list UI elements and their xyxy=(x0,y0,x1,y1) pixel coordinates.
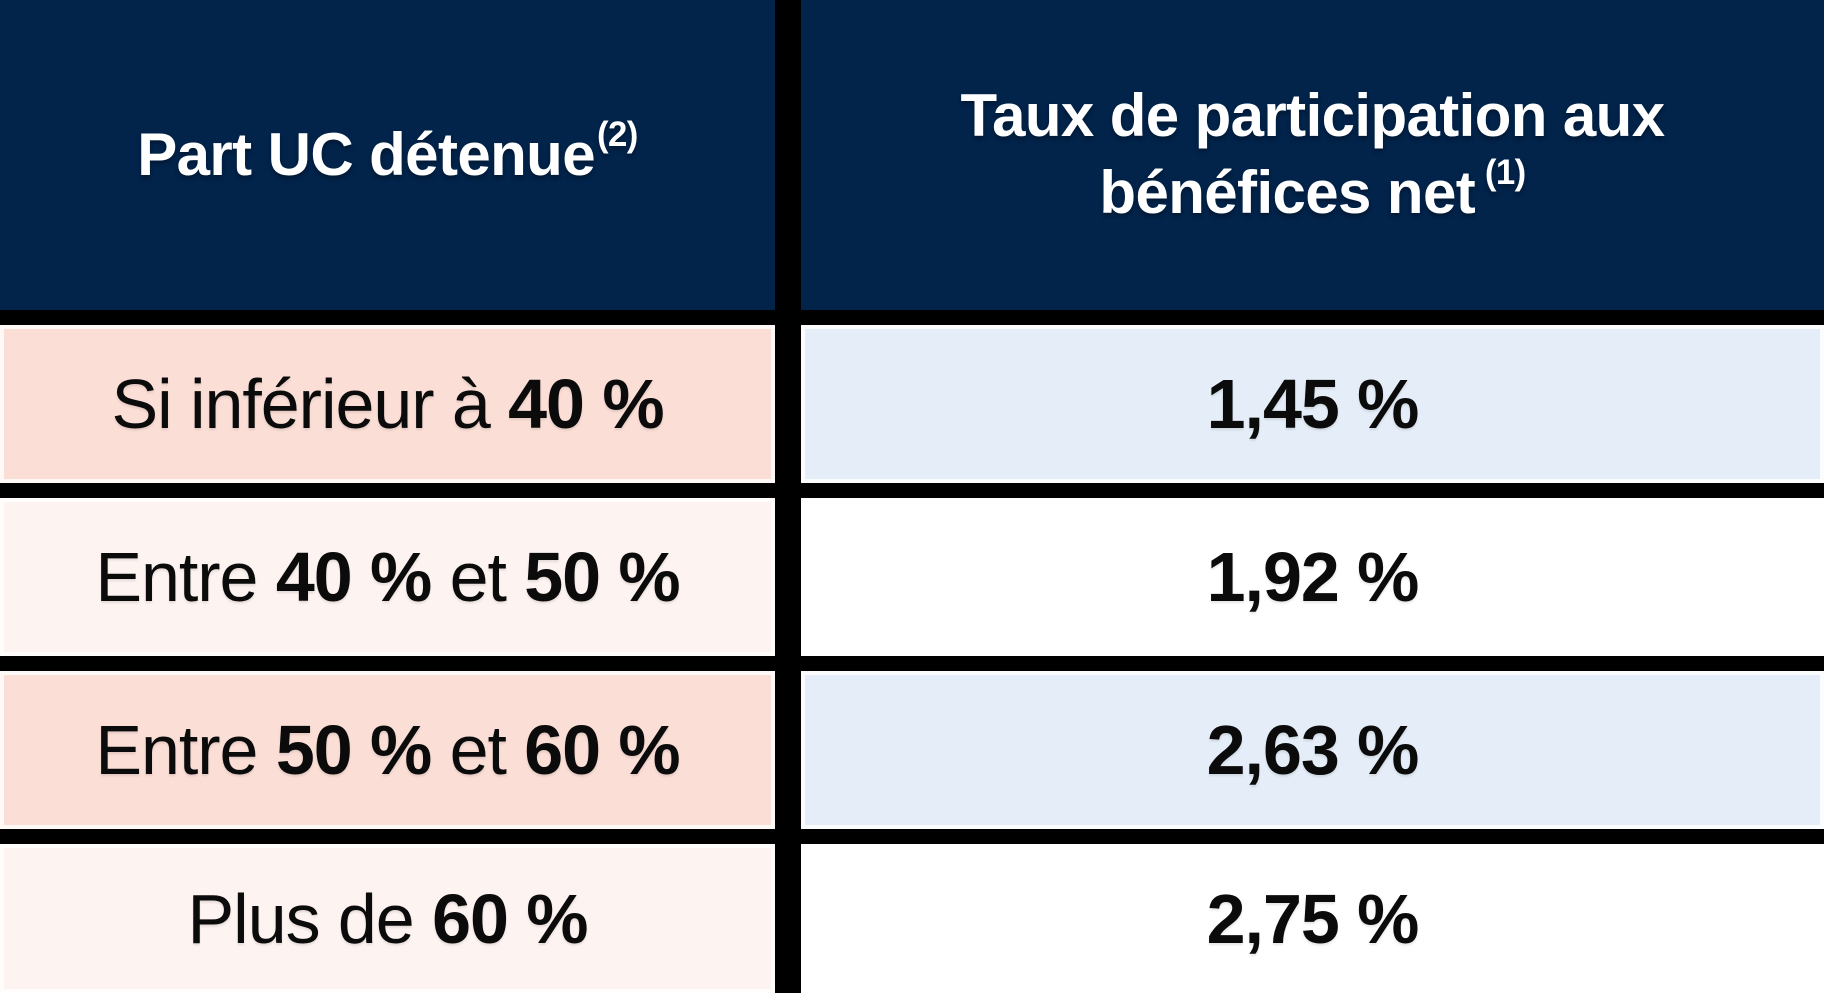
row-label-text: Entre 50 % et 60 % xyxy=(95,711,680,789)
footnote-2-marker: (2) xyxy=(597,114,638,154)
header-taux-label: Taux de participation aux bénéfices net xyxy=(960,82,1665,226)
row-value-cell: 2,75 % xyxy=(801,844,1824,993)
header-cell-part-uc: Part UC détenue(2) xyxy=(0,0,775,310)
header-part-uc-text: Part UC détenue(2) xyxy=(137,117,638,194)
row-value-cell: 2,63 % xyxy=(801,671,1824,829)
header-part-uc-label: Part UC détenue xyxy=(137,120,595,188)
row-label-cell: Plus de 60 % xyxy=(0,844,775,993)
row-value-text: 2,75 % xyxy=(1206,879,1420,958)
row-value-text: 2,63 % xyxy=(1206,711,1420,789)
row-label-text: Plus de 60 % xyxy=(187,879,589,958)
row-label-text: Si inférieur à 40 % xyxy=(111,365,664,443)
row-value-cell: 1,92 % xyxy=(801,498,1824,656)
row-value-text: 1,92 % xyxy=(1206,538,1420,616)
row-label-cell: Entre 40 % et 50 % xyxy=(0,498,775,656)
row-label-cell: Si inférieur à 40 % xyxy=(0,325,775,483)
row-label-cell: Entre 50 % et 60 % xyxy=(0,671,775,829)
header-taux-text: Taux de participation aux bénéfices net(… xyxy=(888,78,1738,232)
row-value-text: 1,45 % xyxy=(1206,365,1420,443)
row-label-text: Entre 40 % et 50 % xyxy=(95,538,680,616)
row-value-cell: 1,45 % xyxy=(801,325,1824,483)
footnote-1-marker: (1) xyxy=(1484,153,1526,193)
header-cell-taux-participation: Taux de participation aux bénéfices net(… xyxy=(801,0,1824,310)
